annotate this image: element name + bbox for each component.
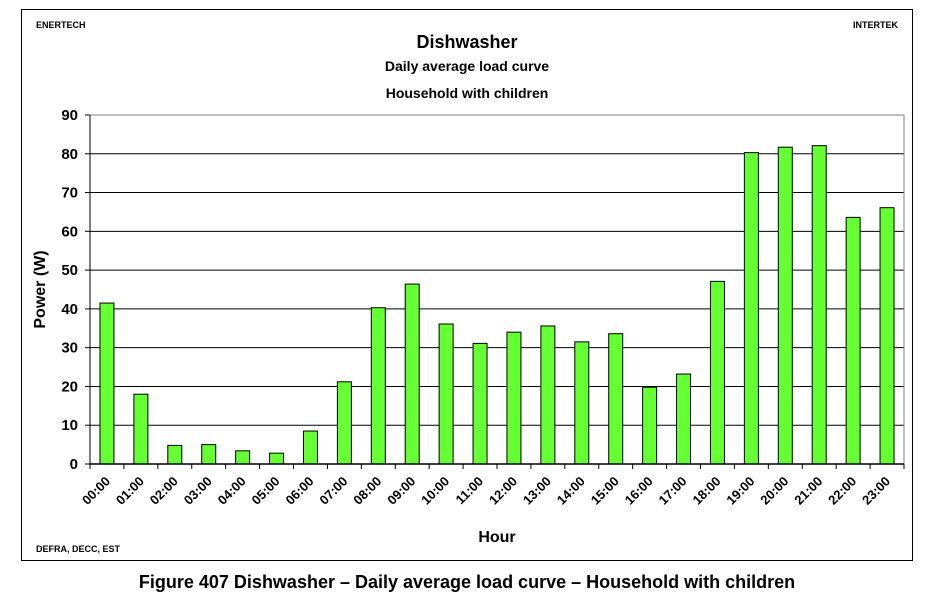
bar (302, 430, 318, 465)
y-tick-label: 60 (61, 223, 78, 240)
x-axis-title: Hour (478, 529, 515, 546)
x-tick-label: 08:00 (350, 474, 384, 508)
chart-subtitle-1: Daily average load curve (384, 58, 550, 74)
bar (438, 323, 454, 465)
bar (845, 216, 861, 465)
y-tick-label: 90 (61, 107, 78, 124)
y-tick-label: 40 (61, 301, 78, 318)
bar (743, 152, 759, 465)
chart-frame: ENERTECH INTERTEK DEFRA, DECC, EST Dishw… (21, 9, 913, 561)
x-tick-label: 18:00 (689, 474, 723, 508)
bar (269, 452, 285, 465)
x-tick-label: 14:00 (554, 474, 588, 508)
bar (879, 207, 895, 465)
x-tick-label: 05:00 (249, 474, 283, 508)
intertek-label: INTERTEK (853, 20, 898, 30)
x-tick-label: 02:00 (147, 474, 181, 508)
bar (370, 307, 386, 465)
bar (811, 145, 827, 465)
bar (404, 283, 420, 465)
bar (608, 333, 624, 465)
bar (574, 341, 590, 465)
chart-title: Dishwasher (416, 32, 518, 52)
y-tick-label: 30 (61, 340, 78, 357)
x-tick-label: 01:00 (113, 474, 147, 508)
bar (709, 280, 725, 465)
bar (676, 373, 692, 465)
x-tick-label: 11:00 (453, 474, 487, 508)
x-tick-label: 09:00 (384, 474, 418, 508)
bar (642, 386, 658, 465)
bar (540, 325, 556, 465)
x-tick-label: 21:00 (791, 474, 825, 508)
y-tick-label: 80 (61, 146, 78, 163)
x-tick-label: 10:00 (418, 474, 452, 508)
x-tick-label: 00:00 (79, 474, 113, 508)
enertech-label: ENERTECH (36, 20, 86, 30)
x-tick-label: 07:00 (316, 474, 350, 508)
x-tick-label: 12:00 (486, 474, 520, 508)
y-tick-label: 10 (61, 417, 78, 434)
x-tick-label: 06:00 (282, 474, 316, 508)
x-tick-label: 13:00 (520, 474, 554, 508)
x-tick-label: 04:00 (215, 474, 249, 508)
bar (777, 146, 793, 465)
y-tick-label: 0 (70, 456, 78, 473)
bar (133, 393, 149, 465)
chart-subtitle-2: Household with children (385, 85, 549, 101)
y-tick-label: 20 (61, 378, 78, 395)
bar (99, 302, 115, 465)
x-tick-label: 22:00 (825, 474, 859, 508)
figure-caption: Figure 407 Dishwasher – Daily average lo… (138, 572, 796, 592)
y-axis-title: Power (W) (32, 250, 49, 328)
x-tick-label: 03:00 (181, 474, 215, 508)
bar (201, 444, 217, 465)
x-tick-label: 17:00 (656, 474, 690, 508)
y-tick-label: 50 (61, 262, 78, 279)
x-tick-label: 15:00 (588, 474, 622, 508)
source-label: DEFRA, DECC, EST (36, 544, 121, 554)
x-tick-label: 20:00 (757, 474, 791, 508)
bar (472, 342, 488, 465)
bar (167, 444, 183, 465)
y-tick-label: 70 (61, 185, 78, 202)
x-tick-label: 23:00 (859, 474, 893, 508)
x-tick-label: 16:00 (622, 474, 656, 508)
bar (235, 450, 251, 465)
bar (506, 331, 522, 465)
x-tick-label: 19:00 (723, 474, 757, 508)
bar (336, 381, 352, 465)
